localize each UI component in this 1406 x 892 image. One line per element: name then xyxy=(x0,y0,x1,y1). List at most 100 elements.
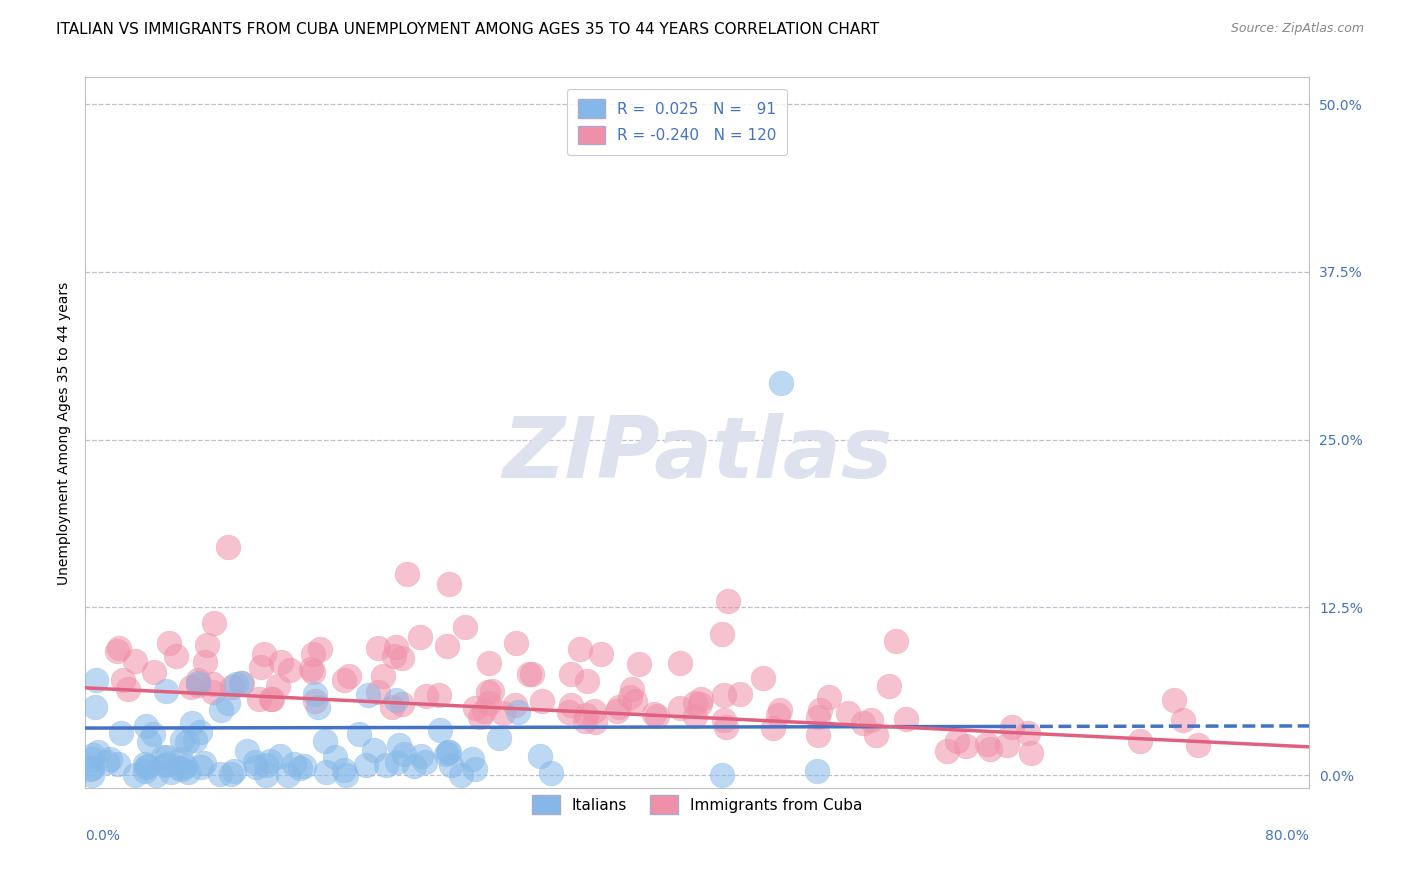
Point xyxy=(134,757,156,772)
Point xyxy=(886,633,908,648)
Point xyxy=(569,642,592,657)
Point xyxy=(388,738,411,752)
Point xyxy=(323,749,346,764)
Point xyxy=(367,640,389,655)
Point xyxy=(409,630,432,644)
Point xyxy=(202,685,225,699)
Point xyxy=(219,767,242,781)
Point xyxy=(124,654,146,668)
Point xyxy=(145,768,167,782)
Point xyxy=(314,734,336,748)
Point xyxy=(768,708,790,723)
Point xyxy=(404,759,426,773)
Point xyxy=(620,682,643,697)
Point xyxy=(575,707,598,722)
Point xyxy=(683,696,706,710)
Point xyxy=(304,694,326,708)
Point xyxy=(689,697,711,711)
Point xyxy=(540,766,562,780)
Point xyxy=(574,714,596,728)
Point xyxy=(481,684,503,698)
Point xyxy=(472,705,495,719)
Point xyxy=(415,689,437,703)
Point xyxy=(250,659,273,673)
Point xyxy=(231,675,253,690)
Point xyxy=(221,680,243,694)
Point xyxy=(976,737,998,751)
Point xyxy=(436,639,458,653)
Point xyxy=(165,648,187,663)
Point xyxy=(683,709,706,723)
Point xyxy=(807,710,830,724)
Point xyxy=(769,703,792,717)
Point xyxy=(997,738,1019,752)
Point xyxy=(936,744,959,758)
Point xyxy=(180,715,202,730)
Point xyxy=(229,675,252,690)
Point xyxy=(371,668,394,682)
Point xyxy=(645,708,668,723)
Point xyxy=(110,726,132,740)
Point xyxy=(437,576,460,591)
Point xyxy=(520,666,543,681)
Point xyxy=(153,758,176,772)
Point xyxy=(437,745,460,759)
Point xyxy=(391,697,413,711)
Point xyxy=(413,755,436,769)
Point xyxy=(1187,738,1209,752)
Point xyxy=(450,768,472,782)
Point xyxy=(82,748,104,763)
Point xyxy=(860,713,883,727)
Point xyxy=(713,713,735,727)
Point xyxy=(107,756,129,771)
Point xyxy=(277,768,299,782)
Point xyxy=(283,757,305,772)
Point xyxy=(155,750,177,764)
Point xyxy=(254,758,277,772)
Point xyxy=(143,665,166,680)
Point xyxy=(292,759,315,773)
Legend: Italians, Immigrants from Cuba: Italians, Immigrants from Cuba xyxy=(526,789,869,820)
Point xyxy=(623,694,645,708)
Point xyxy=(1171,714,1194,728)
Point xyxy=(187,673,209,688)
Point xyxy=(1001,720,1024,734)
Point xyxy=(259,692,281,706)
Point xyxy=(87,745,110,759)
Point xyxy=(558,705,581,719)
Point xyxy=(201,677,224,691)
Point xyxy=(172,762,194,776)
Point xyxy=(488,731,510,745)
Point xyxy=(385,755,408,769)
Point xyxy=(278,663,301,677)
Point xyxy=(837,706,859,720)
Point xyxy=(589,648,612,662)
Point xyxy=(270,656,292,670)
Point xyxy=(156,756,179,771)
Point xyxy=(807,728,830,742)
Point xyxy=(224,764,246,778)
Point xyxy=(124,768,146,782)
Point xyxy=(517,666,540,681)
Point xyxy=(464,762,486,776)
Point xyxy=(245,760,267,774)
Point xyxy=(690,691,713,706)
Point xyxy=(505,635,527,649)
Point xyxy=(877,679,900,693)
Point xyxy=(710,768,733,782)
Point xyxy=(367,685,389,699)
Point xyxy=(713,688,735,702)
Point xyxy=(464,701,486,715)
Point xyxy=(155,684,177,698)
Point xyxy=(714,720,737,734)
Point xyxy=(209,767,232,781)
Point xyxy=(1163,693,1185,707)
Point xyxy=(136,758,159,772)
Point xyxy=(194,655,217,669)
Point xyxy=(669,700,692,714)
Point xyxy=(304,687,326,701)
Text: 0.0%: 0.0% xyxy=(86,829,120,843)
Point xyxy=(225,676,247,690)
Point xyxy=(440,758,463,772)
Point xyxy=(385,692,408,706)
